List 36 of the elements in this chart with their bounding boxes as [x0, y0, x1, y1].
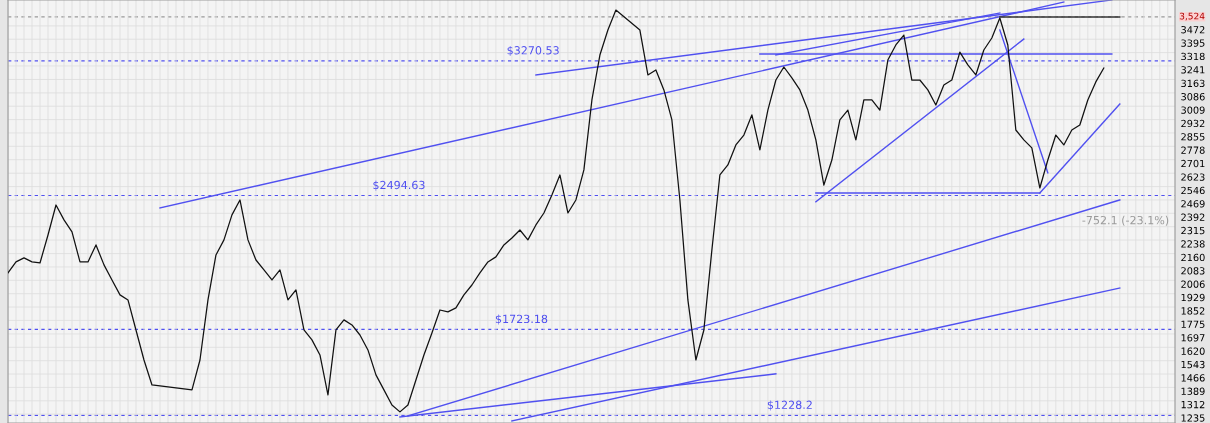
y-tick-label: 3086 — [1181, 93, 1205, 101]
y-tick-label: 1929 — [1181, 293, 1205, 302]
ref-line-label: $1228.2 — [767, 400, 812, 411]
y-tick-label: 3163 — [1181, 79, 1205, 88]
y-tick-label: 1389 — [1181, 387, 1205, 395]
ref-line-label: $1723.18 — [495, 314, 548, 325]
y-tick-label: 1697 — [1181, 334, 1205, 342]
annotation: -752.1 (-23.1%) — [1082, 215, 1169, 226]
y-tick-label: 1852 — [1181, 307, 1205, 315]
y-tick-label: 3009 — [1181, 106, 1205, 114]
y-tick-label: 1312 — [1181, 400, 1205, 409]
y-tick-label: 2546 — [1181, 186, 1205, 195]
ref-line-label: 3,524 — [1179, 12, 1205, 21]
y-tick-label: 2701 — [1181, 159, 1205, 168]
y-tick-label: 1620 — [1181, 347, 1205, 355]
y-tick-label: 1466 — [1181, 374, 1205, 382]
y-tick-label: 2392 — [1181, 213, 1205, 221]
y-tick-label: 3241 — [1181, 66, 1205, 74]
y-tick-label: 2315 — [1181, 226, 1205, 235]
y-tick-label: 1235 — [1181, 414, 1205, 422]
y-tick-label: 2083 — [1181, 267, 1205, 275]
y-tick-label: 3318 — [1181, 52, 1205, 61]
y-tick-label: 3472 — [1181, 26, 1205, 34]
y-tick-label: 2160 — [1181, 253, 1205, 262]
ref-line-label: $3270.53 — [507, 45, 559, 56]
y-tick-label: 2932 — [1181, 119, 1205, 128]
y-tick-label: 2238 — [1181, 240, 1205, 248]
ref-line-label: $2494.63 — [373, 180, 425, 191]
y-tick-label: 1775 — [1181, 320, 1205, 328]
y-tick-label: 2778 — [1181, 146, 1205, 154]
y-tick-label: 2623 — [1181, 173, 1205, 181]
y-tick-label: 2855 — [1181, 133, 1205, 141]
y-tick-label: 2006 — [1181, 280, 1205, 288]
y-tick-label: 3395 — [1181, 39, 1205, 47]
y-tick-label: 1543 — [1181, 360, 1205, 369]
y-tick-label: 2469 — [1181, 200, 1205, 208]
